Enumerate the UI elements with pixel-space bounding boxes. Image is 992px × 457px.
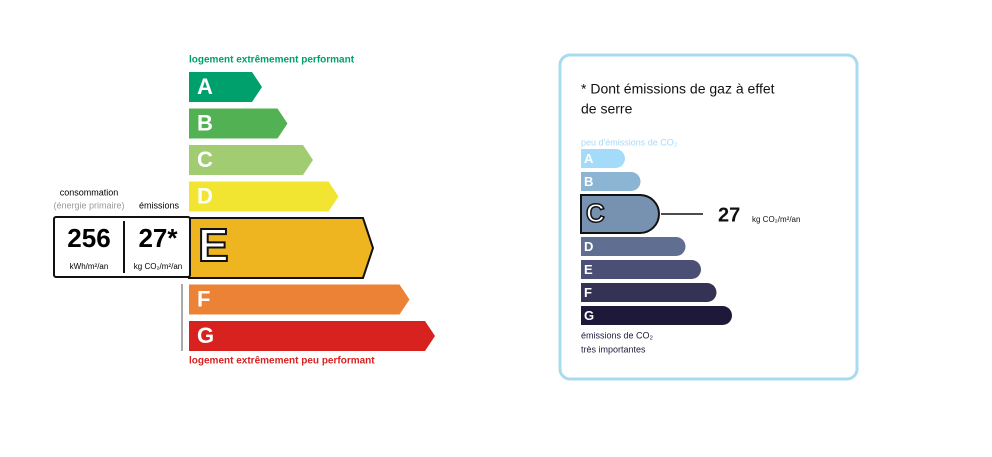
- emissions-value: 27*: [138, 223, 178, 253]
- class-bar: [581, 172, 641, 191]
- class-bar: [581, 260, 701, 279]
- climate-title: de serre: [581, 101, 633, 117]
- bottom-label: logement extrêmement peu performant: [189, 356, 375, 367]
- consumption-unit: kWh/m²/an: [70, 262, 109, 271]
- climate-top-label: peu d'émissions de CO₂: [581, 137, 678, 147]
- value-box: [53, 216, 191, 278]
- class-arrow: [189, 108, 288, 139]
- class-letter: F: [584, 285, 592, 300]
- class-letter: D: [197, 183, 213, 208]
- class-bar: [581, 149, 625, 168]
- class-letter: B: [197, 110, 213, 135]
- emissions-unit: kg CO₂/m²/an: [134, 262, 182, 271]
- class-bar: [581, 306, 733, 325]
- climate-bottom-label: très importantes: [581, 344, 646, 354]
- class-arrow: [189, 284, 410, 315]
- class-arrow: [189, 181, 339, 212]
- class-letter: C: [586, 198, 605, 228]
- class-letter: G: [197, 323, 214, 348]
- class-letter: G: [584, 308, 594, 323]
- class-arrow: [189, 72, 262, 102]
- class-letter: B: [584, 174, 593, 189]
- emissions-heading: émissions: [139, 200, 180, 210]
- top-label: logement extrêmement performant: [189, 55, 355, 66]
- class-arrow: [189, 145, 313, 175]
- class-letter: E: [198, 219, 229, 271]
- climate-value: 27: [718, 204, 740, 226]
- class-letter: C: [197, 147, 213, 172]
- climate-bottom-label: émissions de CO₂: [581, 330, 654, 340]
- class-bar: [580, 194, 660, 234]
- class-bar: [581, 237, 686, 256]
- climate-unit: kg CO₂/m²/an: [752, 215, 800, 224]
- consumption-subheading: (énergie primaire): [53, 200, 124, 210]
- consumption-heading: consommation: [60, 187, 119, 197]
- class-letter: D: [584, 239, 593, 254]
- climate-title: * Dont émissions de gaz à effet: [581, 81, 775, 97]
- class-letter: E: [584, 262, 593, 277]
- consumption-value: 256: [67, 223, 110, 253]
- class-letter: A: [584, 151, 594, 166]
- class-letter: F: [197, 286, 210, 311]
- class-arrow: [189, 321, 435, 351]
- class-bar: [581, 283, 717, 302]
- class-letter: A: [197, 74, 213, 99]
